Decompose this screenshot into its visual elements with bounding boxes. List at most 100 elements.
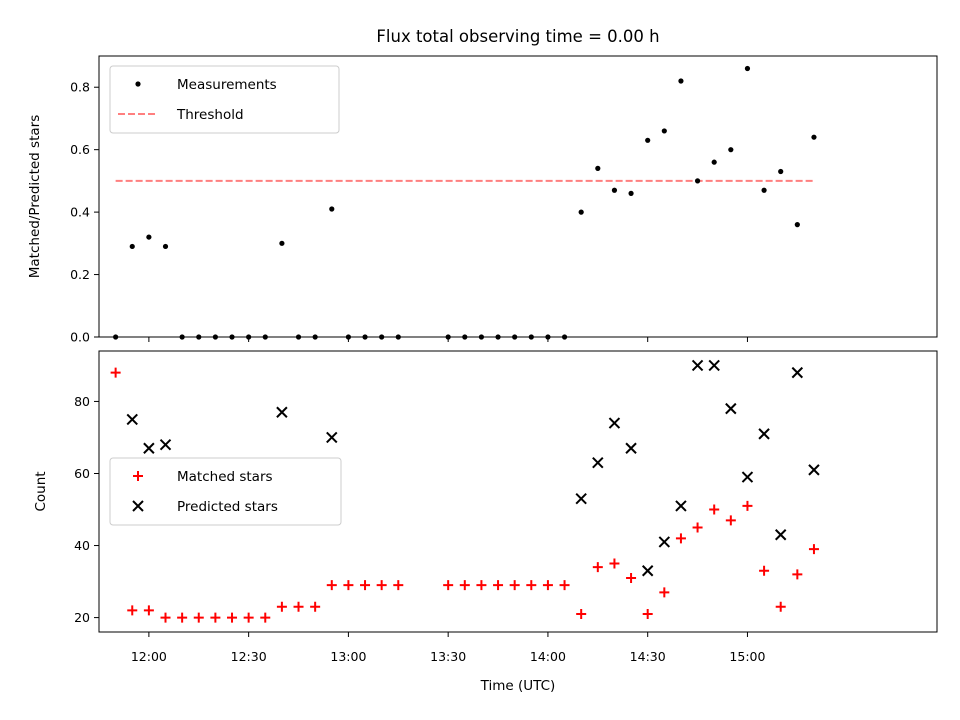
predicted-star-point [741,471,754,483]
measurement-point [279,240,285,246]
matched-star-point [476,580,487,591]
matched-star-point [110,367,121,378]
top-ytick-label: 0.0 [70,330,90,345]
chart-title: Flux total observing time = 0.00 h [376,27,659,46]
predicted-star-point [575,492,587,505]
matched-star-point [542,580,553,591]
matched-star-point [576,608,587,619]
matched-star-point [493,580,504,591]
x-axis-label: Time (UTC) [480,678,556,694]
measurement-point [744,65,751,72]
matched-star-point [443,580,454,591]
xtick-label: 12:00 [131,649,167,664]
legend-box [109,65,340,134]
matched-star-point [559,580,570,591]
measurement-point [578,209,584,215]
matched-star-point [459,580,470,591]
xtick-label: 12:30 [231,649,267,664]
matched-star-point [642,608,653,619]
matched-star-point [659,587,670,598]
legend-plus-marker [133,471,143,481]
top-ytick-label: 0.8 [70,80,90,95]
predicted-star-point [758,428,770,440]
predicted-star-point [691,359,704,372]
predicted-star-point [159,438,172,451]
top-panel: 0.00.20.40.60.8 Matched/Predicted stars … [27,55,938,345]
matched-star-point [310,601,321,612]
measurement-point [678,78,684,84]
measurement-point [628,190,634,196]
matched-star-point [360,580,371,591]
measurement-point [711,159,717,165]
bottom-legend: Matched stars Predicted stars [109,457,342,526]
predicted-star-point [326,431,338,444]
matched-star-point [609,558,620,569]
measurement-point [661,128,667,134]
predicted-star-point [276,406,288,418]
matched-star-point [376,580,387,591]
measurement-point [611,187,618,193]
measurement-point [794,222,800,228]
measurement-point [778,168,784,175]
xtick-label: 14:30 [630,649,666,664]
measurement-point [129,243,135,250]
predicted-star-point [725,402,737,415]
bottom-y-axis-label: Count [33,471,49,511]
top-axes-frame [98,55,938,338]
measurement-point [162,243,169,250]
matched-star-point [692,522,703,533]
matched-star-point [227,612,238,623]
predicted-star-point [608,417,621,429]
matched-star-point [742,500,753,511]
measurement-point [595,165,601,171]
legend-dot-marker [135,81,141,87]
matched-star-point [243,612,254,623]
measurement-point [694,178,701,184]
predicted-star-point [143,442,155,454]
matched-star-point [526,580,537,591]
matched-star-point [276,601,287,612]
matched-star-point [127,605,138,616]
predicted-star-point [592,456,604,469]
legend-label: Predicted stars [177,499,278,515]
top-ytick-label: 0.4 [70,205,90,220]
matched-star-point [709,504,720,515]
predicted-star-point [625,442,637,454]
matched-star-point [792,569,803,580]
matched-star-point [393,580,404,591]
bottom-ytick-label: 60 [74,466,90,481]
xtick-label: 13:00 [330,649,366,664]
matched-star-point [326,580,337,591]
predicted-star-point [808,464,820,476]
matched-star-point [592,562,603,573]
predicted-star-point [708,359,720,372]
xtick-label: 15:00 [729,649,765,664]
predicted-star-point [791,366,804,379]
legend-label: Matched stars [177,469,273,485]
matched-star-point [725,515,736,526]
matched-star-point [343,580,354,591]
top-legend: Measurements Threshold [109,65,340,134]
top-y-axis-label: Matched/Predicted stars [27,115,43,278]
bottom-ytick-label: 40 [74,538,90,553]
xtick-label: 13:30 [430,649,466,664]
xtick-label: 14:00 [530,649,566,664]
bottom-panel: 20 40 60 80 12:00 12:30 13:00 13:30 14:00 14:30 1… [33,350,938,694]
matched-star-point [193,612,204,623]
predicted-star-point [675,500,687,512]
measurement-point [811,134,817,140]
top-ytick-label: 0.6 [70,142,90,157]
matched-star-point [509,580,520,591]
predicted-star-point [774,529,787,541]
matched-star-point [293,601,304,612]
predicted-star-point [658,536,671,548]
measurement-point [645,137,651,143]
top-ytick-label: 0.2 [70,267,90,282]
measurement-point [329,206,335,212]
matched-star-point [759,565,770,576]
matched-star-point [160,612,171,623]
legend-x-marker [132,500,144,512]
matched-star-point [675,533,686,544]
matched-star-point [143,605,154,616]
